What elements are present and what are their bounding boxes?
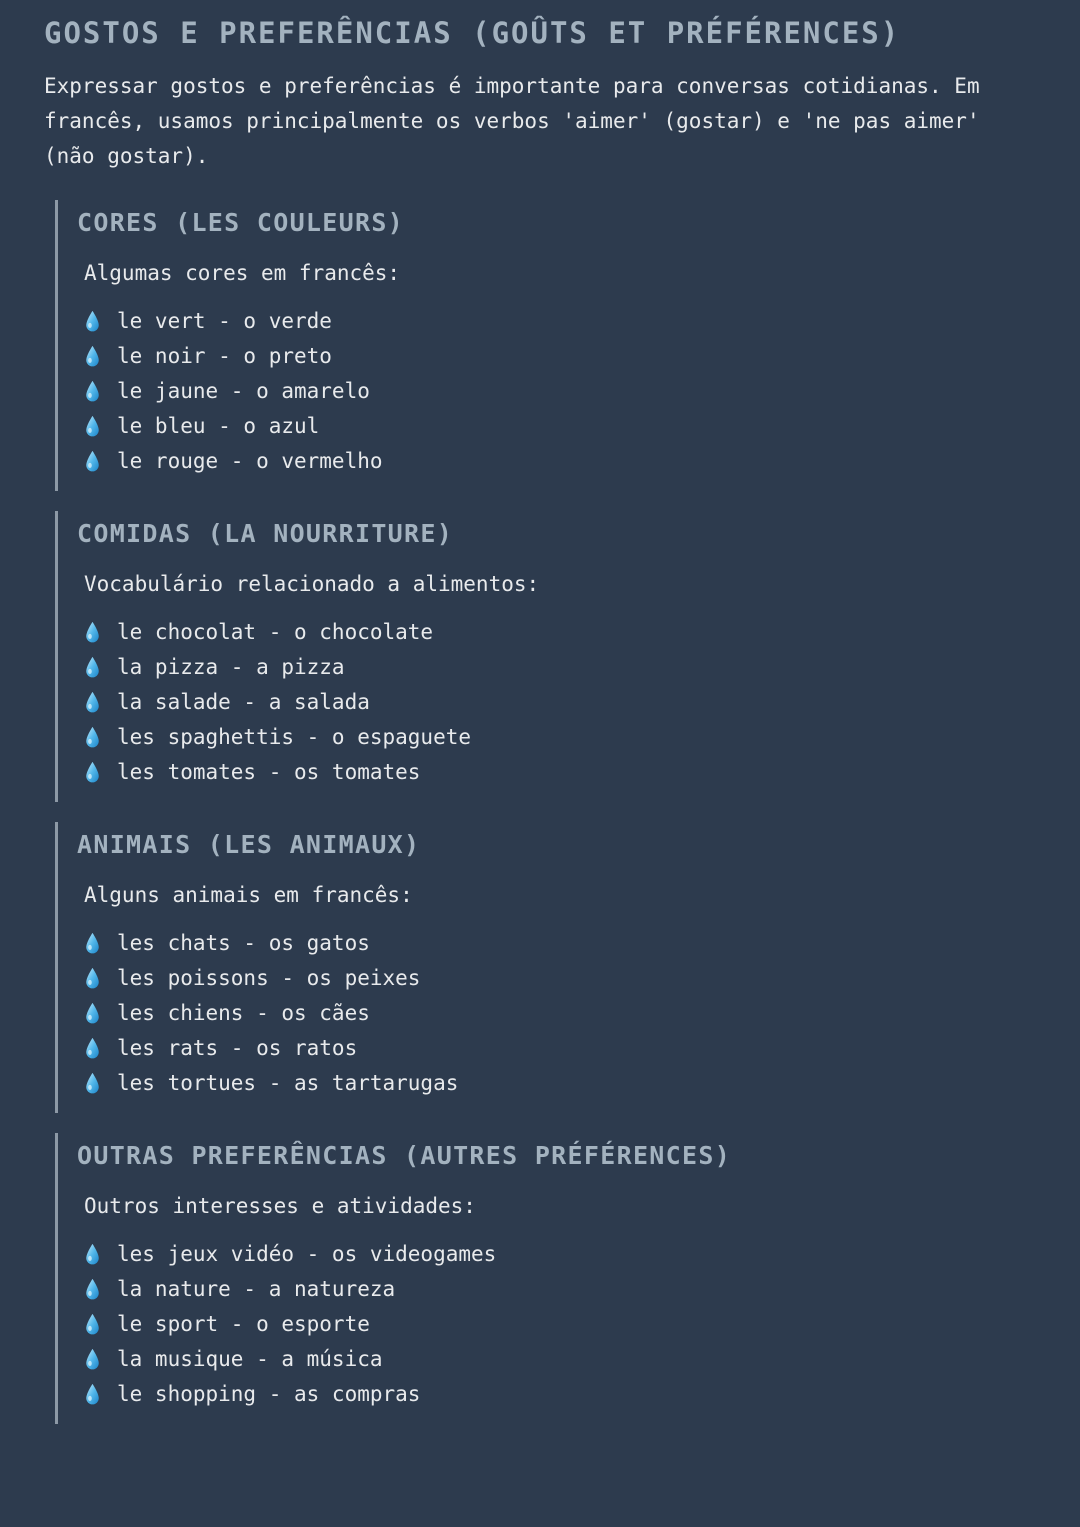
list-item: le jaune - o amarelo <box>77 374 1036 409</box>
water-drop-icon <box>84 1072 101 1095</box>
section-food: COMIDAS (LA NOURRITURE) Vocabulário rela… <box>55 510 1036 802</box>
list-item: le sport - o esporte <box>77 1307 1036 1342</box>
section-colors: CORES (LES COULEURS) Algumas cores em fr… <box>55 199 1036 491</box>
list-item: le bleu - o azul <box>77 409 1036 444</box>
section-other-preferences-title: OUTRAS PREFERÊNCIAS (AUTRES PRÉFÉRENCES) <box>77 1140 732 1170</box>
list-item: la pizza - a pizza <box>77 650 1036 685</box>
water-drop-icon <box>84 726 101 749</box>
list-item: les tortues - as tartarugas <box>77 1066 1036 1101</box>
list-item: la musique - a música <box>77 1342 1036 1377</box>
list-item: le rouge - o vermelho <box>77 444 1036 479</box>
section-other-preferences-intro: Outros interesses e atividades: <box>84 1193 476 1218</box>
water-drop-icon <box>84 691 101 714</box>
list-item: les chiens - os cães <box>77 996 1036 1031</box>
vocab-entry: le vert - o verde <box>117 309 332 334</box>
list-item: les spaghettis - o espaguete <box>77 720 1036 755</box>
water-drop-icon <box>84 1002 101 1025</box>
vocab-entry: les tortues - as tartarugas <box>117 1071 459 1096</box>
page-title: GOSTOS E PREFERÊNCIAS (GOÛTS ET PRÉFÉREN… <box>44 16 901 50</box>
vocab-list-other-preferences: les jeux vidéo - os videogames la nature… <box>77 1237 1036 1412</box>
vocab-entry: la nature - a natureza <box>117 1277 396 1302</box>
list-item: le shopping - as compras <box>77 1377 1036 1412</box>
list-item: les poissons - os peixes <box>77 961 1036 996</box>
vocab-entry: le noir - o preto <box>117 344 332 369</box>
vocab-entry: les jeux vidéo - os videogames <box>117 1242 497 1267</box>
water-drop-icon <box>84 1278 101 1301</box>
list-item: les jeux vidéo - os videogames <box>77 1237 1036 1272</box>
vocab-entry: la pizza - a pizza <box>117 655 345 680</box>
vocab-entry: les rats - os ratos <box>117 1036 358 1061</box>
list-item: le chocolat - o chocolate <box>77 615 1036 650</box>
water-drop-icon <box>84 1243 101 1266</box>
vocab-entry: la salade - a salada <box>117 690 370 715</box>
vocab-entry: le rouge - o vermelho <box>117 449 383 474</box>
vocab-entry: le shopping - as compras <box>117 1382 421 1407</box>
section-other-preferences: OUTRAS PREFERÊNCIAS (AUTRES PRÉFÉRENCES)… <box>55 1132 1036 1424</box>
water-drop-icon <box>84 967 101 990</box>
section-animals-intro: Alguns animais em francês: <box>84 882 413 907</box>
section-animals-title: ANIMAIS (LES ANIMAUX) <box>77 829 421 859</box>
section-colors-intro: Algumas cores em francês: <box>84 260 401 285</box>
vocab-entry: le chocolat - o chocolate <box>117 620 434 645</box>
list-item: la salade - a salada <box>77 685 1036 720</box>
vocab-entry: les tomates - os tomates <box>117 760 421 785</box>
section-animals: ANIMAIS (LES ANIMAUX) Alguns animais em … <box>55 821 1036 1113</box>
list-item: le noir - o preto <box>77 339 1036 374</box>
vocab-list-food: le chocolat - o chocolate la pizza - a p… <box>77 615 1036 790</box>
water-drop-icon <box>84 1383 101 1406</box>
water-drop-icon <box>84 932 101 955</box>
section-food-intro: Vocabulário relacionado a alimentos: <box>84 571 540 596</box>
page-intro-paragraph: Expressar gostos e preferências é import… <box>44 73 980 168</box>
vocab-entry: le jaune - o amarelo <box>117 379 370 404</box>
vocab-entry: le sport - o esporte <box>117 1312 370 1337</box>
water-drop-icon <box>84 1037 101 1060</box>
list-item: le vert - o verde <box>77 304 1036 339</box>
water-drop-icon <box>84 656 101 679</box>
water-drop-icon <box>84 1348 101 1371</box>
vocab-entry: les chiens - os cães <box>117 1001 370 1026</box>
section-food-title: COMIDAS (LA NOURRITURE) <box>77 518 454 548</box>
water-drop-icon <box>84 345 101 368</box>
list-item: les rats - os ratos <box>77 1031 1036 1066</box>
water-drop-icon <box>84 761 101 784</box>
water-drop-icon <box>84 310 101 333</box>
water-drop-icon <box>84 1313 101 1336</box>
vocab-entry: les spaghettis - o espaguete <box>117 725 472 750</box>
vocab-entry: les chats - os gatos <box>117 931 370 956</box>
list-item: la nature - a natureza <box>77 1272 1036 1307</box>
vocab-list-animals: les chats - os gatos les poissons - os p… <box>77 926 1036 1101</box>
water-drop-icon <box>84 621 101 644</box>
water-drop-icon <box>84 450 101 473</box>
list-item: les tomates - os tomates <box>77 755 1036 790</box>
vocab-entry: les poissons - os peixes <box>117 966 421 991</box>
list-item: les chats - os gatos <box>77 926 1036 961</box>
water-drop-icon <box>84 415 101 438</box>
vocab-list-colors: le vert - o verde le noir - o preto le j… <box>77 304 1036 479</box>
section-colors-title: CORES (LES COULEURS) <box>77 207 405 237</box>
water-drop-icon <box>84 380 101 403</box>
vocab-entry: la musique - a música <box>117 1347 383 1372</box>
vocab-entry: le bleu - o azul <box>117 414 320 439</box>
